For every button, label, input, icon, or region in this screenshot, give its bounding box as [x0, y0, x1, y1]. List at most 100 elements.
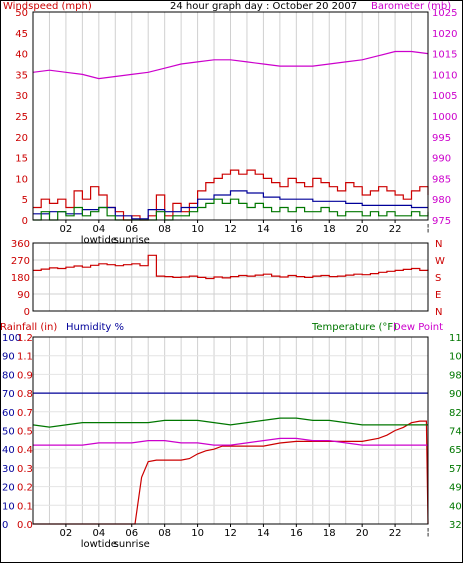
rainfall-tick-label: 0.1 [17, 501, 33, 512]
x-tick-label: 06 [125, 528, 138, 539]
barometer-tick-label: 1010 [432, 70, 457, 81]
x-tick-label: 16 [290, 224, 303, 235]
x-tick-label: 12 [224, 528, 237, 539]
x-tick-label: 06 [125, 224, 138, 235]
temperature-tick-label: 57 [449, 464, 462, 475]
windspeed-tick-label: 40 [15, 50, 28, 61]
direction-tick-label: 180 [11, 273, 30, 284]
barometer-tick-label: 995 [432, 133, 451, 144]
wind-gust-line [33, 169, 429, 221]
x-tick-label: 20 [356, 224, 369, 235]
direction-tick-label: 360 [11, 239, 30, 250]
humidity-tick-label: 90 [2, 352, 15, 363]
rainfall-line [33, 420, 429, 525]
rainfall-tick-label: 0.5 [17, 427, 33, 438]
x-tick-label: 02 [60, 224, 73, 235]
humidity-tick-label: 10 [2, 501, 15, 512]
barometer-tick-label: 985 [432, 174, 451, 185]
x-tick-label: 18 [323, 528, 336, 539]
compass-label: N [435, 307, 442, 318]
temperature-line [32, 417, 428, 428]
compass-label: N [435, 239, 442, 250]
compass-label: E [435, 290, 441, 301]
temperature-axis-title: Temperature (°F) [311, 322, 397, 333]
humidity-tick-label: 70 [2, 389, 15, 400]
x-tick-label: 14 [257, 224, 270, 235]
rainfall-tick-label: 0.9 [17, 370, 33, 381]
barometer-tick-label: 1000 [432, 112, 457, 123]
windspeed-tick-label: 5 [22, 195, 28, 206]
x-tick-label: 22 [389, 224, 402, 235]
temperature-tick-label: 49 [449, 483, 462, 494]
windspeed-tick-label: 20 [15, 133, 28, 144]
barometer-tick-label: 1025 [432, 8, 457, 19]
barometer-tick-label: 990 [432, 154, 451, 165]
compass-label: W [435, 256, 445, 267]
barometer-tick-label: 1020 [432, 29, 457, 40]
x-tick-label: 10 [191, 528, 204, 539]
rainfall-tick-label: 1.2 [17, 333, 33, 344]
x-tick-label: 20 [356, 528, 369, 539]
barometer-tick-label: 980 [432, 195, 451, 206]
windspeed-tick-label: 25 [15, 112, 28, 123]
x-tick-label: 08 [158, 528, 171, 539]
direction-tick-label: 270 [11, 256, 30, 267]
x-tick-label: 02 [60, 528, 73, 539]
rainfall-tick-label: 0.0 [17, 520, 33, 531]
rainfall-tick-label: 0.7 [17, 408, 33, 419]
x-annotation-label: lowtide [81, 539, 117, 550]
x-tick-label: 08 [158, 224, 171, 235]
humidity-tick-label: 60 [2, 408, 15, 419]
plot-frame-direction [32, 242, 429, 312]
barometer-line [32, 50, 429, 80]
temperature-tick-label: 90 [449, 389, 462, 400]
windspeed-tick-label: 35 [15, 70, 28, 81]
humidity-tick-label: 20 [2, 483, 15, 494]
x-tick-label: 12 [224, 224, 237, 235]
windspeed-tick-label: 45 [15, 29, 28, 40]
rainfall-tick-label: 0.2 [17, 483, 33, 494]
rainfall-tick-label: 0.3 [17, 464, 33, 475]
windspeed-axis-title: Windspeed (mph) [3, 1, 92, 12]
humidity-tick-label: 100 [2, 333, 21, 344]
wind-direction-line [33, 254, 429, 280]
humidity-axis-title: Humidity % [66, 322, 124, 333]
barometer-tick-label: 975 [432, 216, 451, 227]
dewpoint-axis-title: Dew Point [393, 322, 443, 333]
humidity-tick-label: 80 [2, 370, 15, 381]
barometer-axis-title: Barometer (mb) [371, 1, 451, 12]
windspeed-tick-label: 10 [15, 174, 28, 185]
barometer-tick-label: 1005 [432, 91, 457, 102]
windspeed-tick-label: 50 [15, 8, 28, 19]
dewpoint-line [33, 437, 428, 446]
x-tick-label: 16 [290, 528, 303, 539]
temperature-tick-label: 74 [449, 427, 462, 438]
temperature-tick-label: 107 [449, 352, 463, 363]
x-tick-label: 18 [323, 224, 336, 235]
temperature-tick-label: 115 [449, 333, 463, 344]
humidity-tick-label: 50 [2, 427, 15, 438]
rainfall-tick-label: 0.4 [17, 445, 33, 456]
x-tick-label: 04 [92, 528, 105, 539]
x-tick-label: 14 [257, 528, 270, 539]
direction-tick-label: 90 [17, 290, 30, 301]
temperature-tick-label: 65 [449, 445, 462, 456]
x-annotation-label: sunrise [114, 235, 150, 246]
x-end-marker: ¦ [426, 527, 429, 538]
temperature-tick-label: 32 [449, 520, 462, 531]
windspeed-tick-label: 15 [15, 154, 28, 165]
rainfall-tick-label: 0.8 [17, 389, 33, 400]
x-annotation-label: sunrise [114, 539, 150, 550]
chart-title: 24 hour graph day : October 20 2007 [170, 1, 357, 12]
direction-tick-label: 0 [24, 307, 30, 318]
compass-label: S [435, 273, 441, 284]
x-tick-label: 10 [191, 224, 204, 235]
x-annotation-label: lowtide [81, 235, 117, 246]
barometer-tick-label: 1015 [432, 50, 457, 61]
windspeed-tick-label: 30 [15, 91, 28, 102]
x-end-marker: ¦ [426, 223, 429, 234]
wind-speed-line [33, 198, 429, 221]
